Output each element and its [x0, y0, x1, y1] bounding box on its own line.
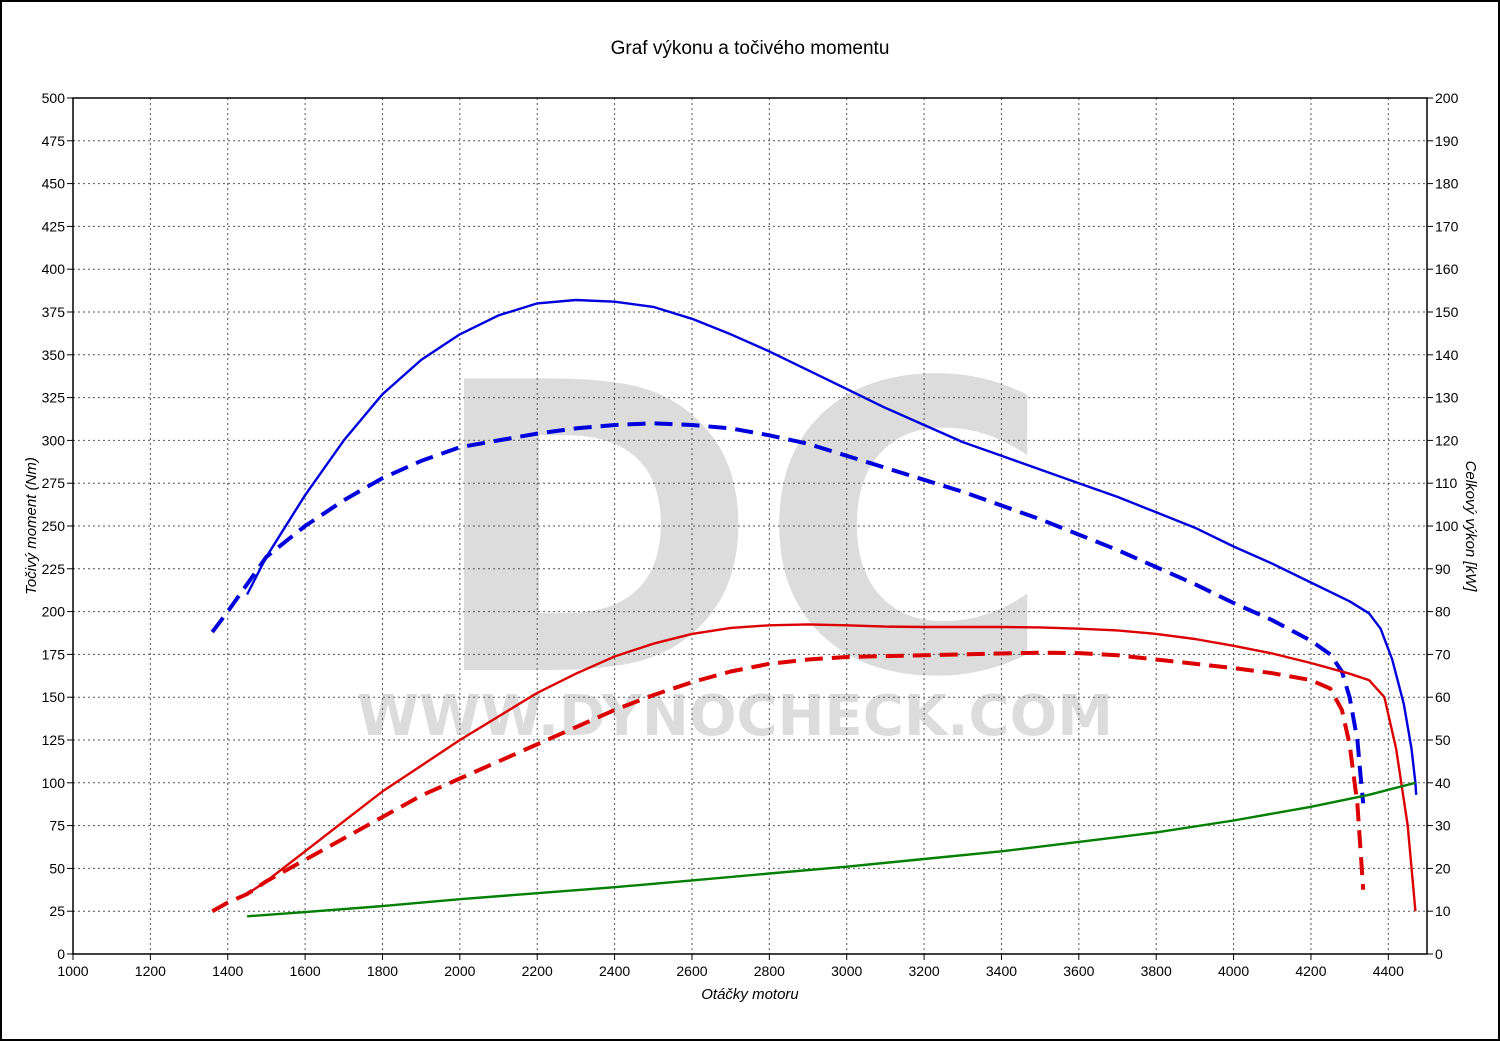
- y-left-tick-label: 150: [42, 689, 66, 705]
- y-left-tick-label: 225: [42, 561, 66, 577]
- y-left-tick-label: 425: [42, 218, 66, 234]
- y-right-tick-label: 190: [1435, 133, 1459, 149]
- y-right-tick-label: 80: [1435, 604, 1451, 620]
- x-tick-label: 2000: [444, 963, 475, 979]
- x-tick-label: 4000: [1218, 963, 1249, 979]
- y-right-tick-label: 180: [1435, 176, 1459, 192]
- series-line-2: [210, 421, 1366, 804]
- series-line-4: [211, 650, 1366, 913]
- y-right-tick-label: 30: [1435, 818, 1451, 834]
- x-tick-label: 2800: [754, 963, 785, 979]
- x-tick-label: 1000: [57, 963, 88, 979]
- y-right-tick-label: 170: [1435, 218, 1459, 234]
- series-line-3: [246, 623, 1417, 912]
- y-left-tick-label: 125: [42, 732, 66, 748]
- y-right-tick-label: 130: [1435, 390, 1459, 406]
- x-tick-label: 4200: [1295, 963, 1326, 979]
- y-left-tick-label: 0: [57, 946, 65, 962]
- y-left-tick-label: 375: [42, 304, 66, 320]
- x-tick-label: 2600: [676, 963, 707, 979]
- chart-title: Graf výkonu a točivého momentu: [611, 38, 890, 59]
- x-tick-label: 3600: [1063, 963, 1094, 979]
- y-left-tick-label: 100: [42, 775, 66, 791]
- watermark: DC WWW.DYNOCHECK.COM: [357, 300, 1113, 765]
- y-right-tick-label: 160: [1435, 261, 1459, 277]
- series-layer: [210, 298, 1418, 918]
- series-line-5: [247, 781, 1416, 918]
- y-right-tick-label: 140: [1435, 347, 1459, 363]
- watermark-url: WWW.DYNOCHECK.COM: [357, 684, 1113, 749]
- ticks: 1000 1200 1400 1600 1800 2000 2200 2400 2600 2800…: [42, 90, 1459, 979]
- y-left-tick-label: 275: [42, 475, 66, 491]
- x-tick-label: 3800: [1141, 963, 1172, 979]
- y-right-tick-label: 150: [1435, 304, 1459, 320]
- y-right-tick-label: 40: [1435, 775, 1451, 791]
- x-tick-label: 2200: [522, 963, 553, 979]
- x-tick-label: 2400: [599, 963, 630, 979]
- y-left-tick-label: 350: [42, 347, 66, 363]
- y-left-tick-label: 75: [49, 818, 65, 834]
- y-left-tick-label: 500: [42, 90, 66, 106]
- y-right-tick-label: 90: [1435, 561, 1451, 577]
- y-right-tick-label: 70: [1435, 646, 1451, 662]
- y-right-tick-label: 50: [1435, 732, 1451, 748]
- y-left-tick-label: 325: [42, 390, 66, 406]
- watermark-logo: DC: [427, 300, 1053, 765]
- x-tick-label: 4400: [1373, 963, 1404, 979]
- y-left-tick-label: 450: [42, 176, 66, 192]
- x-tick-label: 1200: [135, 963, 166, 979]
- y-left-tick-label: 200: [42, 604, 66, 620]
- series-line-1: [246, 298, 1418, 795]
- y-right-tick-label: 10: [1435, 903, 1451, 919]
- y-right-tick-label: 120: [1435, 432, 1459, 448]
- y-axis-left-label: Točivý moment (Nm): [23, 457, 40, 595]
- y-left-tick-label: 300: [42, 432, 66, 448]
- y-right-tick-label: 60: [1435, 689, 1451, 705]
- y-right-tick-label: 100: [1435, 518, 1459, 534]
- y-right-tick-label: 110: [1435, 475, 1458, 491]
- grid: [73, 98, 1427, 954]
- y-axis-right-label: Celkový výkon [kW]: [1462, 461, 1479, 593]
- x-axis-label: Otáčky motoru: [701, 986, 799, 1003]
- x-tick-label: 1600: [290, 963, 321, 979]
- y-left-tick-label: 400: [42, 261, 66, 277]
- y-left-tick-label: 175: [42, 646, 66, 662]
- x-tick-label: 1800: [367, 963, 398, 979]
- y-right-tick-label: 200: [1435, 90, 1459, 106]
- y-left-tick-label: 475: [42, 133, 66, 149]
- x-tick-label: 3200: [909, 963, 940, 979]
- y-left-tick-label: 25: [49, 903, 65, 919]
- y-left-tick-label: 50: [49, 860, 65, 876]
- y-right-tick-label: 0: [1435, 946, 1443, 962]
- y-left-tick-label: 250: [42, 518, 66, 534]
- x-tick-label: 3400: [986, 963, 1017, 979]
- y-right-tick-label: 20: [1435, 860, 1451, 876]
- x-tick-label: 1400: [212, 963, 243, 979]
- x-tick-label: 3000: [831, 963, 862, 979]
